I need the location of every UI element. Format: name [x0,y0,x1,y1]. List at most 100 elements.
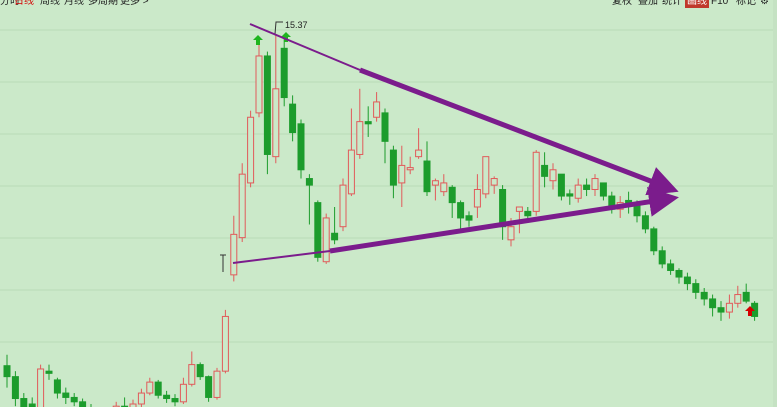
triangle-pattern [232,23,679,264]
candle [675,268,683,284]
candle [356,88,364,159]
candle [146,377,154,396]
candle [599,182,607,201]
candle [255,45,263,118]
toolbar-item-overlay[interactable]: 叠加 [638,0,658,7]
left-edge-marker [220,254,226,272]
candle [179,377,187,404]
grid-lines [0,29,773,343]
buy-marker-2 [281,32,291,42]
candle [221,309,229,374]
candle [683,272,691,291]
candles-layer [3,34,759,407]
toolbar-item-mark[interactable]: 标记 [736,0,756,7]
upper-trendline-thin [249,23,361,71]
candle [557,173,565,201]
candle [440,174,448,197]
toolbar-item-draw[interactable]: 画线 [685,0,709,8]
toolbar-item-daily[interactable]: 日线 [14,0,34,7]
candle [448,185,456,218]
candle [541,152,549,188]
candle [347,108,355,197]
candle [717,301,725,321]
candle [62,387,70,404]
candle [373,92,381,122]
candle [121,397,129,407]
candle [389,145,397,199]
candle [112,401,120,407]
candle [196,362,204,380]
candle [53,377,61,399]
candle [322,213,330,264]
high-annotation: 15.37 [274,20,308,35]
candle [532,150,540,216]
candle [490,176,498,194]
toolbar-item-f10[interactable]: F10 [711,0,729,7]
candle [70,393,78,407]
candle [524,207,532,221]
candle [734,285,742,308]
toolbar-item-monthly[interactable]: 月线 [64,0,84,7]
candle [650,226,658,256]
candle [129,399,137,407]
candle [305,174,313,225]
candle [583,178,591,197]
right-scrollbar[interactable] [773,0,777,407]
lower-trendline-thin [232,250,331,264]
settings-icon[interactable]: ⚙ [760,0,769,7]
candle [742,283,750,304]
candle [473,174,481,218]
candle [457,200,465,229]
candle [154,379,162,399]
candle [692,279,700,299]
candle [20,393,28,407]
buy-marker-1 [253,35,263,45]
candle [709,294,717,317]
candle [658,246,666,269]
candle [725,294,733,319]
candle [163,390,171,403]
toolbar-item-stats[interactable]: 统计 [662,0,682,7]
candle [230,215,238,282]
candle [331,207,339,245]
candle [406,156,414,175]
candle [238,163,246,243]
candle [566,189,574,205]
candle [591,174,599,197]
candle [465,211,473,227]
candle [641,211,649,234]
toolbar-item-weekly[interactable]: 周线 [40,0,60,7]
toolbar-item-adjust[interactable]: 复权 [612,0,632,7]
candle [574,178,582,203]
candle [37,364,45,407]
candle [381,108,389,164]
candle [297,119,305,179]
candle [499,185,507,240]
candle [415,128,423,159]
lower-trendline-arrow [329,186,679,254]
candle [205,375,213,402]
candle [289,95,297,142]
candle [398,145,406,207]
candle [11,371,19,407]
candle [137,388,145,407]
high-price-label: 15.37 [285,20,308,30]
toolbar-item-more[interactable]: 更多 > [120,0,149,7]
candle [549,163,557,190]
toolbar-item-intraday[interactable]: 分时 [0,0,20,7]
candle [431,178,439,201]
candle [272,34,280,164]
period-toolbar: 分时 日线 周线 月线 多周期 更多 > 复权 叠加 统计 画线 F10 标记 … [0,0,777,8]
candle [364,106,372,137]
candle [700,287,708,306]
toolbar-item-multi-period[interactable]: 多周期 [88,0,118,7]
candle [482,156,490,199]
candle [280,35,288,107]
candle [79,398,87,407]
candle [188,351,196,387]
candle [45,364,53,380]
candle [423,141,431,197]
candle [247,110,255,188]
